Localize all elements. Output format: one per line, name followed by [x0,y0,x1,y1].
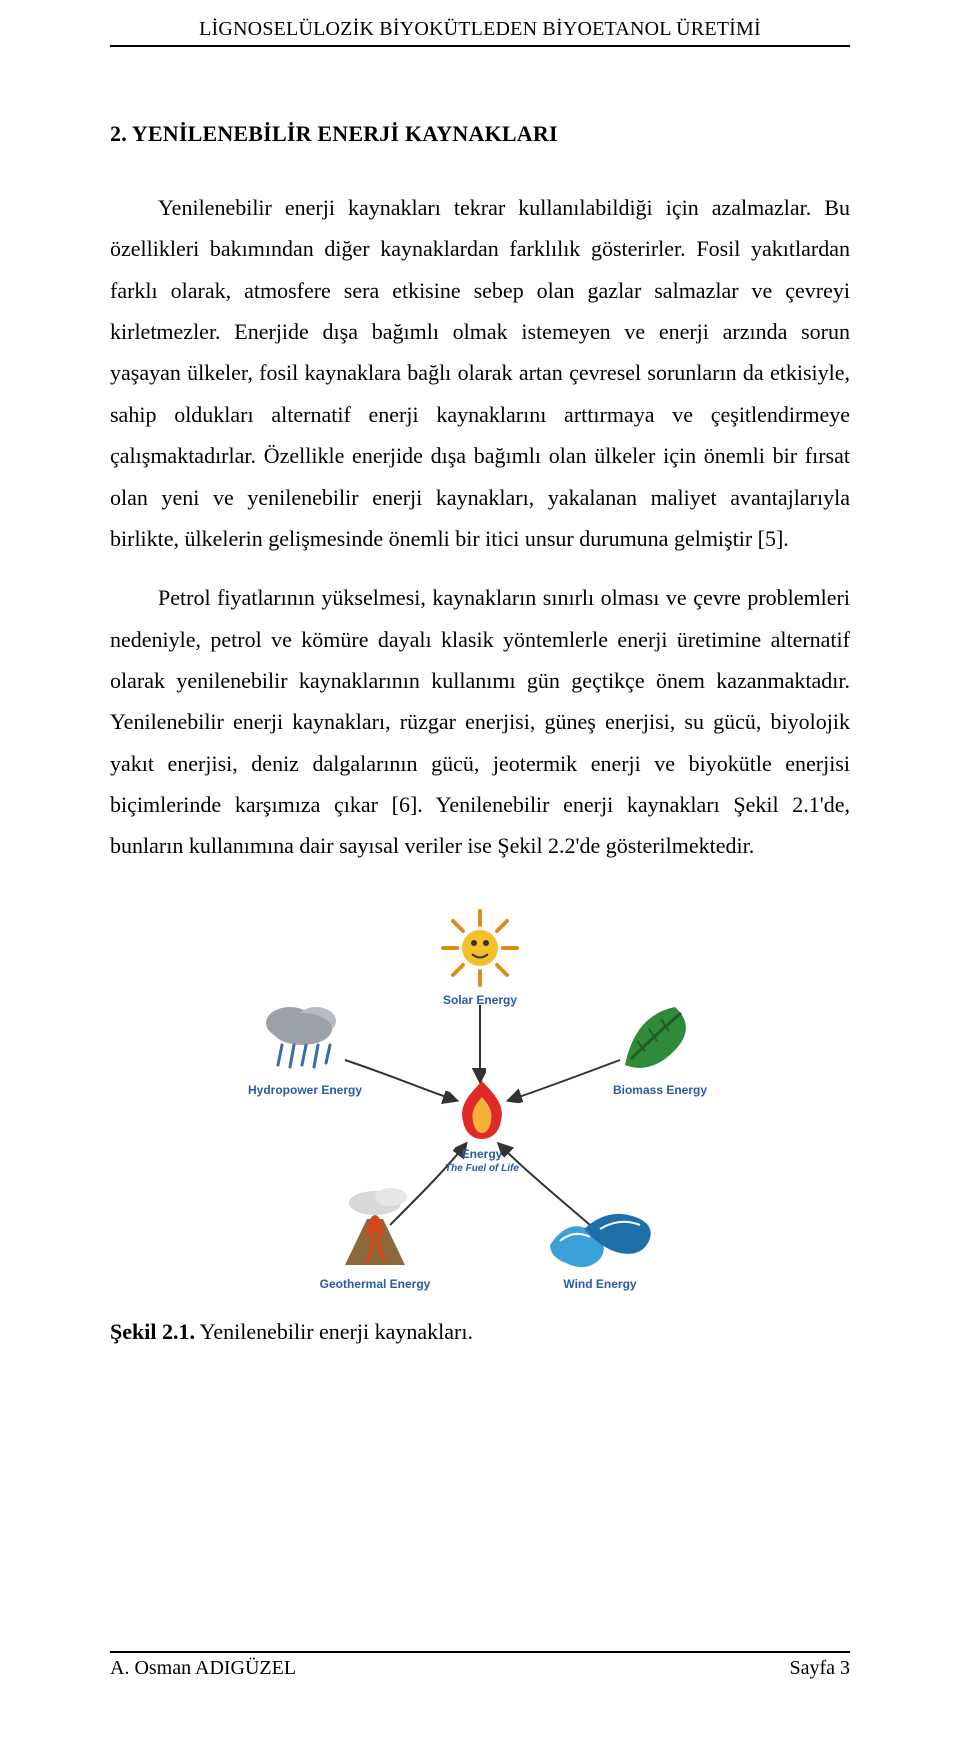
figure-wind: Wind Energy [530,1185,670,1291]
page-footer: A. Osman ADIGÜZEL Sayfa 3 [110,1651,850,1680]
figure-caption: Şekil 2.1. Yenilenebilir enerji kaynakla… [110,1319,850,1345]
figure-center-energy: Energy The Fuel of Life [442,1077,522,1174]
figure-caption-text: Yenilenebilir enerji kaynakları. [195,1319,473,1344]
running-head: LİGNOSELÜLOZİK BİYOKÜTLEDEN BİYOETANOL Ü… [110,0,850,47]
figure-biomass: Biomass Energy [590,995,730,1097]
paragraph-1: Yenilenebilir enerji kaynakları tekrar k… [110,187,850,559]
figure-solar-label: Solar Energy [443,993,517,1007]
section-heading: 2. YENİLENEBİLİR ENERJİ KAYNAKLARI [110,121,850,147]
figure-geothermal: Geothermal Energy [300,1185,450,1291]
figure-solar: Solar Energy [425,905,535,1007]
figure-hydro-label: Hydropower Energy [248,1083,362,1097]
cloud-rain-icon [250,995,360,1081]
volcano-icon [315,1185,435,1275]
page: LİGNOSELÜLOZİK BİYOKÜTLEDEN BİYOETANOL Ü… [0,0,960,1754]
figure-hydro: Hydropower Energy [240,995,370,1097]
figure-center-sub: The Fuel of Life [445,1163,519,1174]
footer-author: A. Osman ADIGÜZEL [110,1657,296,1680]
sun-icon [435,905,525,991]
figure-biomass-label: Biomass Energy [613,1083,707,1097]
figure-center-label: Energy [462,1147,503,1161]
figure-geothermal-label: Geothermal Energy [320,1277,431,1291]
flame-icon [451,1077,513,1145]
figure-renewable-sources: Solar Energy Hydropower En [220,885,740,1305]
figure-wind-label: Wind Energy [563,1277,636,1291]
paragraph-2: Petrol fiyatlarının yükselmesi, kaynakla… [110,577,850,867]
figure-caption-number: Şekil 2.1. [110,1319,195,1344]
leaf-icon [605,995,715,1081]
footer-page-number: Sayfa 3 [789,1657,850,1680]
wind-wave-icon [540,1185,660,1275]
